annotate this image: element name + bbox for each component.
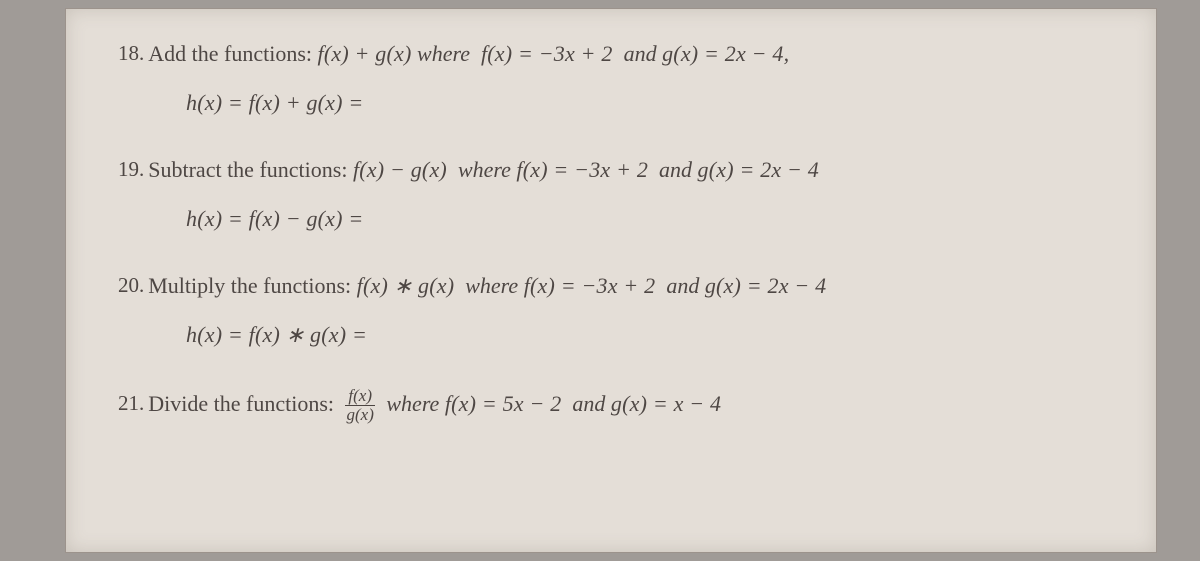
problem-19: 19. Subtract the functions: f(x) − g(x) … — [118, 153, 1104, 235]
problem-21-line1: 21. Divide the functions: f(x) g(x) wher… — [118, 385, 1104, 422]
fx-definition: f(x) = −3x + 2 — [516, 153, 648, 186]
fx-definition: f(x) = −3x + 2 — [481, 37, 613, 70]
where-word: where — [386, 387, 439, 420]
problem-18-line1: 18. Add the functions: f(x) + g(x) where… — [118, 37, 1104, 70]
and-word: and — [572, 387, 605, 420]
problem-18-line2: h(x) = f(x) + g(x) = — [118, 86, 1104, 119]
problem-prompt: Multiply the functions: — [148, 269, 351, 302]
problem-19-line2: h(x) = f(x) − g(x) = — [118, 202, 1104, 235]
problem-prompt: Subtract the functions: — [148, 153, 347, 186]
problem-number: 19. — [118, 154, 148, 186]
problem-20: 20. Multiply the functions: f(x) ∗ g(x) … — [118, 269, 1104, 351]
problem-prompt: Divide the functions: — [148, 387, 334, 420]
problem-19-line1: 19. Subtract the functions: f(x) − g(x) … — [118, 153, 1104, 186]
worksheet-paper: 18. Add the functions: f(x) + g(x) where… — [65, 8, 1157, 553]
gx-definition: g(x) = x − 4 — [611, 387, 721, 420]
gx-definition: g(x) = 2x − 4, — [662, 37, 789, 70]
problem-21: 21. Divide the functions: f(x) g(x) wher… — [118, 385, 1104, 422]
problem-20-line2: h(x) = f(x) ∗ g(x) = — [118, 318, 1104, 351]
expression: f(x) + g(x) — [318, 37, 412, 70]
problem-number: 21. — [118, 388, 148, 420]
and-word: and — [624, 37, 657, 70]
gx-definition: g(x) = 2x − 4 — [705, 269, 826, 302]
expression: f(x) ∗ g(x) — [357, 269, 455, 302]
problem-number: 20. — [118, 270, 148, 302]
and-word: and — [659, 153, 692, 186]
problem-18: 18. Add the functions: f(x) + g(x) where… — [118, 37, 1104, 119]
problem-number: 18. — [118, 38, 148, 70]
where-word: where — [465, 269, 518, 302]
fraction-top: f(x) — [345, 387, 375, 406]
gx-definition: g(x) = 2x − 4 — [698, 153, 819, 186]
fraction-fx-over-gx: f(x) g(x) — [344, 387, 377, 424]
where-word: where — [417, 37, 470, 70]
problem-20-line1: 20. Multiply the functions: f(x) ∗ g(x) … — [118, 269, 1104, 302]
where-word: where — [458, 153, 511, 186]
fx-definition: f(x) = 5x − 2 — [445, 387, 562, 420]
problem-prompt: Add the functions: — [148, 37, 312, 70]
expression: f(x) − g(x) — [353, 153, 447, 186]
fraction-bottom: g(x) — [344, 406, 377, 424]
and-word: and — [666, 269, 699, 302]
fx-definition: f(x) = −3x + 2 — [524, 269, 656, 302]
